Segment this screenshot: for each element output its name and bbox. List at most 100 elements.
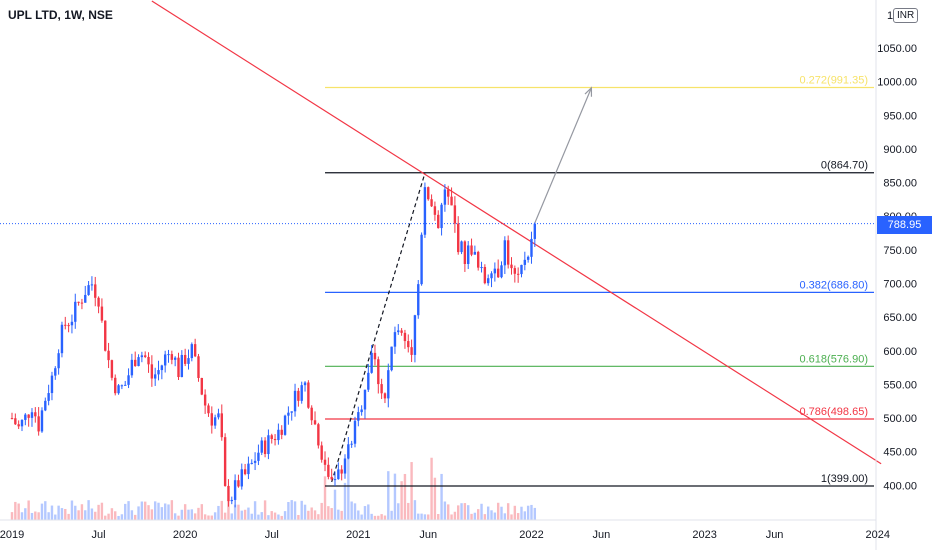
- volume-bar: [213, 512, 217, 520]
- candle-body: [520, 264, 523, 275]
- volume-bar: [260, 512, 263, 520]
- candle-body: [247, 463, 250, 475]
- candle-body: [363, 389, 367, 410]
- volume-bar: [410, 462, 413, 520]
- volume-bar: [24, 508, 27, 520]
- time-axis: 2019 Jul 2020 Jul 2021 Jun 2022 Jun 2023 Jun 2024: [0, 519, 890, 541]
- volume-bar: [523, 511, 527, 520]
- candle-body: [427, 187, 430, 200]
- volume-bar: [190, 509, 194, 520]
- candle-body: [77, 301, 80, 303]
- volume-bar: [240, 510, 243, 520]
- candle-body: [230, 499, 233, 502]
- volume-bar: [230, 513, 233, 520]
- candle-body: [213, 417, 217, 426]
- volume-bar: [153, 501, 157, 520]
- candle-body: [200, 378, 204, 395]
- candle-body: [223, 437, 227, 486]
- candle-body: [493, 268, 497, 274]
- volume-bar: [486, 506, 490, 520]
- time-tick-label: Jul: [265, 529, 279, 541]
- candle-body: [283, 415, 287, 435]
- candle-body: [430, 199, 433, 207]
- volume-bar: [420, 513, 423, 520]
- volume-bar: [30, 512, 34, 520]
- volume-bar: [20, 512, 24, 520]
- candle-body: [303, 382, 307, 386]
- candle-body: [180, 354, 184, 378]
- candle-body: [400, 330, 403, 333]
- volume-bar: [167, 504, 170, 520]
- volume-bar: [223, 512, 227, 520]
- volume-bar: [50, 505, 54, 520]
- volume-bar: [483, 514, 487, 520]
- volume-bar: [530, 504, 533, 520]
- volume-bar: [233, 504, 237, 520]
- volume-bar: [337, 509, 340, 520]
- time-tick-label: 2022: [519, 529, 543, 541]
- volume-bar: [516, 513, 520, 520]
- volume-bar: [237, 504, 240, 520]
- candle-body: [533, 223, 537, 239]
- currency-badge[interactable]: INR: [893, 8, 919, 23]
- candle-body: [403, 332, 407, 342]
- volume-bar: [320, 502, 323, 520]
- candle-body: [337, 469, 340, 480]
- volume-bar: [74, 505, 77, 520]
- candle-body: [453, 205, 457, 224]
- candle-body: [450, 196, 453, 206]
- candle-body: [87, 285, 90, 295]
- candle-body: [97, 297, 100, 307]
- impulse-dashed-line: [331, 173, 426, 483]
- volume-bar: [114, 511, 117, 520]
- volume-bar: [353, 503, 357, 520]
- candle-body: [483, 267, 487, 284]
- candle-body: [393, 332, 397, 347]
- candle-body: [134, 359, 137, 367]
- volume-bar: [173, 513, 177, 520]
- candle-body: [460, 241, 463, 253]
- volume-bar: [477, 509, 480, 520]
- candle-body: [310, 407, 313, 421]
- candle-body: [170, 354, 174, 360]
- candle-body: [40, 410, 44, 432]
- candle-body: [17, 424, 20, 427]
- volume-bar: [14, 501, 17, 520]
- price-tick-label: 500.00: [883, 413, 917, 425]
- volume-bar: [427, 514, 430, 520]
- candle-body: [163, 354, 167, 366]
- volume-bar: [340, 510, 343, 520]
- candle-body: [100, 306, 104, 321]
- candle-body: [383, 393, 387, 399]
- candle-body: [320, 445, 323, 460]
- volume-bar: [217, 505, 220, 520]
- volume-bar: [163, 503, 167, 520]
- volume-bar: [457, 505, 460, 520]
- candle-body: [420, 234, 423, 285]
- candle-body: [44, 400, 47, 411]
- candle-body: [67, 325, 70, 327]
- candle-body: [423, 187, 427, 235]
- candle-body: [14, 418, 17, 425]
- volume-bar: [493, 512, 497, 520]
- volume-bar: [367, 504, 370, 520]
- candle-body: [130, 359, 134, 376]
- volume-bar: [473, 512, 477, 520]
- candle-body: [300, 385, 303, 401]
- volume-bar: [87, 500, 90, 520]
- candle-body: [440, 204, 443, 229]
- volume-bar: [490, 510, 493, 520]
- candle-body: [357, 412, 360, 421]
- candle-body: [277, 429, 280, 441]
- volume-bar: [207, 515, 210, 520]
- volume-bar: [303, 504, 307, 520]
- volume-bar: [397, 503, 400, 520]
- volume-bar: [453, 511, 457, 520]
- volume-bar: [107, 513, 110, 520]
- candle-body: [217, 413, 220, 418]
- candle-body: [433, 206, 437, 215]
- candle-body: [10, 418, 14, 420]
- candle-body: [193, 344, 197, 357]
- volume-bar: [250, 513, 253, 520]
